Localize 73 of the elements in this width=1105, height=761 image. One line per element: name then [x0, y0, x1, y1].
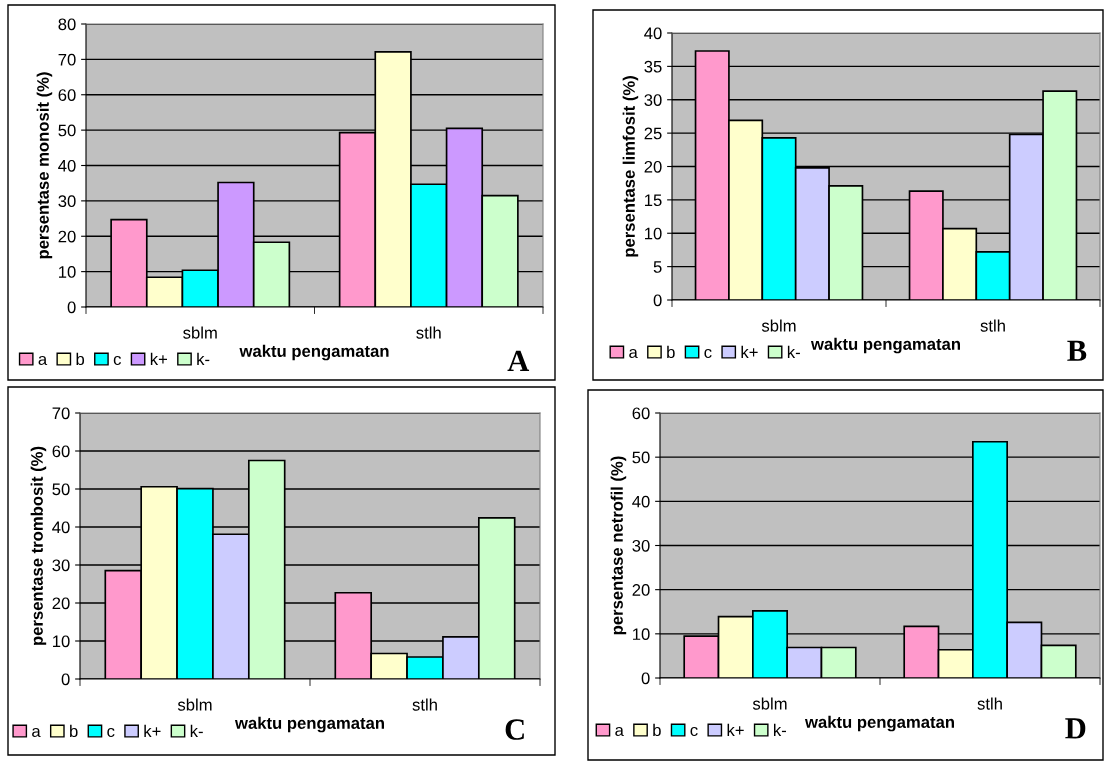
- y-tick-label: 10: [633, 628, 650, 641]
- text: C: [505, 719, 524, 740]
- y-axis-title: persentase monosit (%): [36, 72, 53, 259]
- y-tick-label: 30: [52, 559, 70, 572]
- y-tick-label: 10: [53, 635, 70, 648]
- x-axis-title: waktu pengamatan: [234, 716, 384, 733]
- y-tick-label: 40: [52, 521, 70, 534]
- x-axis-title: waktu pengamatan: [810, 337, 960, 354]
- x-tick-label: sblm: [177, 698, 212, 711]
- x-tick-label: sblm: [183, 326, 217, 339]
- y-axis-title: persentase netrofil (%): [610, 456, 627, 635]
- y-tick-label: 40: [644, 27, 662, 40]
- legend-label: k+: [727, 723, 744, 736]
- x-axis-title: waktu pengamatan: [239, 344, 389, 361]
- legend-label: c: [107, 727, 115, 738]
- legend-label: b: [70, 724, 78, 738]
- y-tick-label: 20: [632, 584, 650, 596]
- x-tick-label: stlh: [416, 326, 441, 339]
- y-tick-label: 30: [58, 195, 76, 208]
- legend-label: a: [629, 348, 638, 359]
- legend-label: k-: [197, 352, 210, 365]
- text: D: [1065, 718, 1086, 739]
- x-tick-label: sblm: [761, 319, 796, 332]
- y-tick-label: 50: [58, 124, 76, 137]
- y-axis-title: persentase limfosit (%): [622, 76, 639, 257]
- y-tick-label: 5: [653, 261, 662, 273]
- legend-label: b: [653, 723, 661, 737]
- y-tick-label: 40: [632, 495, 650, 508]
- y-tick-label: 15: [645, 194, 662, 207]
- legend-label: k-: [787, 345, 800, 358]
- text: A: [507, 350, 530, 371]
- legend-label: c: [690, 726, 698, 737]
- y-tick-label: 35: [644, 60, 662, 73]
- y-tick-label: 60: [632, 407, 650, 420]
- y-tick-label: 50: [632, 451, 650, 464]
- y-tick-label: 20: [58, 230, 76, 243]
- x-tick-label: sblm: [752, 697, 787, 710]
- x-tick-label: stlh: [980, 319, 1005, 332]
- y-tick-label: 70: [52, 407, 70, 420]
- legend-label: k+: [150, 352, 167, 365]
- y-tick-label: 10: [645, 227, 662, 240]
- y-tick-label: 30: [632, 539, 650, 552]
- y-tick-label: 0: [61, 673, 70, 686]
- legend-label: k+: [741, 345, 758, 358]
- y-tick-label: 70: [58, 53, 76, 66]
- legend-label: a: [38, 355, 48, 366]
- y-axis-title: persentase trombosit (%): [30, 446, 47, 645]
- legend-label: k+: [144, 724, 161, 737]
- y-tick-label: 0: [653, 294, 662, 307]
- legend-label: k-: [773, 723, 787, 736]
- y-tick-label: 60: [58, 89, 76, 101]
- y-tick-label: 40: [58, 159, 76, 172]
- y-tick-label: 60: [52, 445, 70, 458]
- legend-label: a: [32, 727, 41, 738]
- y-tick-label: 25: [644, 127, 662, 140]
- y-tick-label: 0: [67, 301, 76, 314]
- legend-label: k-: [190, 724, 203, 737]
- y-tick-label: 20: [644, 160, 662, 173]
- x-axis-title: waktu pengamatan: [804, 715, 954, 732]
- y-tick-label: 10: [59, 266, 76, 278]
- legend-label: c: [113, 355, 121, 366]
- x-tick-label: stlh: [977, 697, 1002, 710]
- y-tick-label: 50: [52, 483, 70, 496]
- legend-label: b: [76, 352, 85, 366]
- legend-label: c: [704, 348, 712, 359]
- legend-label: a: [615, 726, 624, 737]
- y-tick-label: 80: [58, 18, 76, 31]
- x-tick-label: stlh: [412, 698, 437, 711]
- y-tick-label: 30: [644, 94, 662, 106]
- y-tick-label: 20: [52, 597, 70, 610]
- text: B: [1067, 340, 1087, 361]
- y-tick-label: 0: [641, 672, 650, 685]
- legend-label: b: [667, 345, 675, 359]
